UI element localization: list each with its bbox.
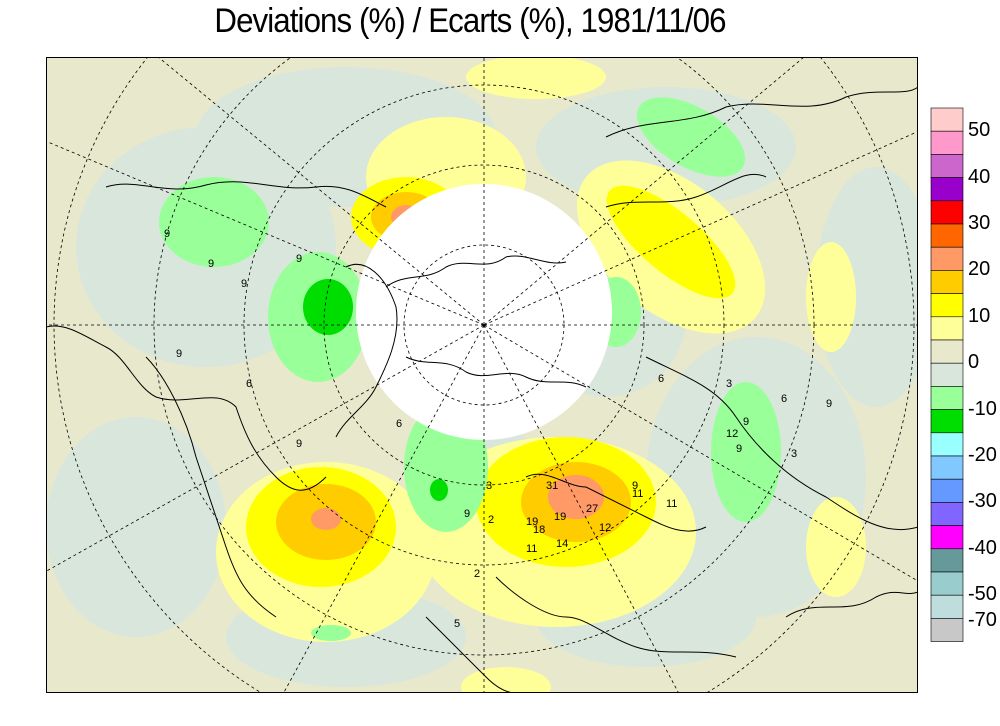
- contour-label: 3: [486, 480, 492, 492]
- contour-label: 18: [533, 524, 545, 536]
- legend-swatch: [930, 177, 964, 202]
- contour-label: 6: [658, 373, 664, 385]
- contour-label: 9: [296, 253, 302, 265]
- contour-label: 9: [208, 258, 214, 270]
- map-frame: [46, 57, 918, 693]
- legend-label: -40: [968, 536, 997, 559]
- contour-label: 9: [176, 348, 182, 360]
- contour-label: 9: [464, 508, 470, 520]
- legend-label: 50: [968, 119, 991, 142]
- legend-label: 20: [968, 258, 991, 281]
- contour-label: 3: [791, 448, 797, 460]
- contour-label: 27: [586, 503, 598, 515]
- legend-label: -30: [968, 490, 997, 513]
- coastlines: [46, 86, 918, 693]
- legend-label: 30: [968, 212, 991, 234]
- legend-label: -50: [968, 583, 997, 606]
- legend-label: 40: [968, 165, 991, 188]
- legend-swatch: [930, 525, 964, 550]
- legend-label: -20: [968, 444, 997, 466]
- contour-label: 9: [241, 278, 247, 290]
- contour-label: 6: [781, 393, 787, 405]
- contour-label: 9: [736, 443, 742, 455]
- contour-label: 6: [396, 418, 402, 430]
- legend-swatch: [930, 502, 964, 526]
- legend-swatch: [930, 478, 964, 503]
- contour-label: 31: [546, 480, 558, 492]
- legend-swatch: [930, 571, 964, 596]
- contour-label: 11: [632, 488, 643, 500]
- contour-label: 11: [526, 543, 537, 555]
- negative-10-20-regions: [159, 97, 781, 641]
- legend-swatch: [930, 154, 964, 178]
- legend-label: 10: [968, 304, 991, 327]
- contour-label: 9: [826, 398, 832, 410]
- legend-swatch: [930, 362, 964, 387]
- contour-label: 12: [726, 428, 738, 440]
- legend-swatch: [930, 339, 964, 364]
- deviation-map: 9 9 9 9 12 9 9 3 6 6 11 11 12 9 27 31 19…: [46, 57, 918, 693]
- legend-swatch: [930, 293, 964, 318]
- contour-label: 12: [599, 522, 611, 534]
- contour-label: 9: [632, 480, 638, 492]
- contour-label: 19: [526, 516, 538, 528]
- contour-label: 14: [556, 538, 568, 550]
- legend-label: -70: [968, 608, 997, 631]
- legend-swatch: [930, 594, 964, 619]
- legend-swatch: [930, 618, 964, 642]
- contour-label: 3: [726, 378, 732, 390]
- legend-swatch: [930, 200, 964, 225]
- legend-swatch: [930, 107, 964, 132]
- legend-swatch: [930, 548, 964, 573]
- negative-20-30-regions: [303, 279, 448, 501]
- legend-swatch: [930, 386, 964, 410]
- contour-label: 6: [246, 378, 252, 390]
- contour-label: 5: [454, 618, 460, 630]
- contour-label: 11: [666, 498, 677, 510]
- legend-swatch: [930, 270, 964, 294]
- contour-label: 19: [554, 511, 566, 523]
- contour-label: 9: [743, 416, 749, 428]
- legend-label: -10: [968, 397, 997, 420]
- contour-label: 2: [474, 568, 480, 580]
- meridians: [46, 57, 918, 693]
- contour-label: 9: [164, 228, 170, 240]
- contour-label: 9: [296, 438, 302, 450]
- contour-label: 2: [488, 514, 494, 526]
- legend-swatch: [930, 223, 964, 248]
- contour-labels: 9 9 9 9 12 9 9 3 6 6 11 11 12 9 27 31 19…: [164, 228, 832, 630]
- map-title: Deviations (%) / Ecarts (%), 1981/11/06: [214, 2, 726, 40]
- legend-swatch: [930, 409, 964, 434]
- legend-swatch: [930, 130, 964, 155]
- legend-label: 0: [968, 351, 980, 374]
- legend-swatch: [930, 316, 964, 341]
- legend-swatch: [930, 455, 964, 480]
- legend-swatch: [930, 432, 964, 457]
- color-legend: [930, 107, 964, 642]
- legend-swatch: [930, 246, 964, 271]
